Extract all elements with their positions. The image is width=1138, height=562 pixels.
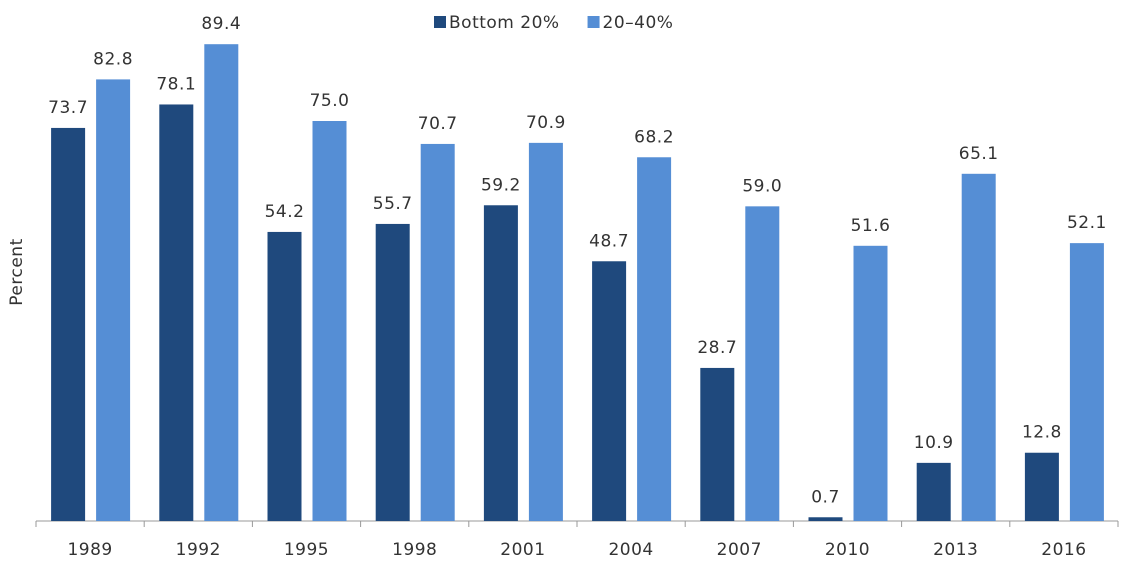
bar [1069, 243, 1104, 521]
bar [916, 462, 951, 521]
bar [204, 44, 239, 521]
bar [420, 143, 455, 521]
value-label: 70.7 [418, 114, 458, 134]
value-label: 51.6 [851, 216, 891, 236]
bar [312, 121, 347, 521]
value-label: 82.8 [93, 49, 133, 69]
bar [745, 206, 780, 522]
bar [267, 231, 302, 521]
value-label: 52.1 [1067, 213, 1107, 233]
bar [159, 104, 194, 521]
x-tick-label: 2016 [1041, 540, 1086, 560]
value-label: 48.7 [589, 231, 629, 251]
x-tick-label: 1989 [67, 540, 112, 560]
x-tick-label: 1995 [284, 540, 329, 560]
bar [483, 205, 518, 521]
legend-swatch [434, 16, 446, 28]
value-label: 68.2 [634, 127, 674, 147]
bar [51, 127, 86, 521]
x-tick-label: 2007 [717, 540, 762, 560]
bar [528, 142, 563, 521]
value-label: 65.1 [959, 144, 999, 164]
value-label: 12.8 [1022, 423, 1062, 443]
value-label: 55.7 [373, 194, 413, 214]
bar [637, 157, 672, 521]
value-label: 78.1 [156, 74, 196, 94]
value-label: 89.4 [201, 14, 241, 34]
x-tick-label: 2013 [933, 540, 978, 560]
value-label: 70.9 [526, 113, 566, 133]
bar [375, 223, 410, 521]
x-tick-label: 1992 [176, 540, 221, 560]
value-label: 59.2 [481, 175, 521, 195]
value-label: 28.7 [697, 338, 737, 358]
bar [96, 79, 131, 522]
value-label: 75.0 [310, 91, 350, 111]
value-label: 10.9 [914, 433, 954, 453]
y-axis-label: Percent [7, 238, 27, 305]
x-tick-label: 1998 [392, 540, 437, 560]
legend-label: Bottom 20% [449, 13, 560, 33]
legend-label: 20–40% [603, 13, 674, 33]
value-label: 73.7 [48, 98, 88, 118]
bar [1024, 452, 1059, 521]
bar [853, 245, 888, 522]
bar [700, 367, 735, 521]
value-label: 0.7 [811, 487, 840, 507]
x-tick-label: 2001 [500, 540, 545, 560]
bar [961, 173, 996, 522]
value-label: 59.0 [742, 176, 782, 196]
value-label: 54.2 [265, 202, 305, 222]
bar [808, 517, 843, 521]
x-tick-label: 2010 [825, 540, 870, 560]
x-tick-label: 2004 [608, 540, 653, 560]
legend-swatch [587, 16, 600, 28]
bar [592, 261, 627, 521]
